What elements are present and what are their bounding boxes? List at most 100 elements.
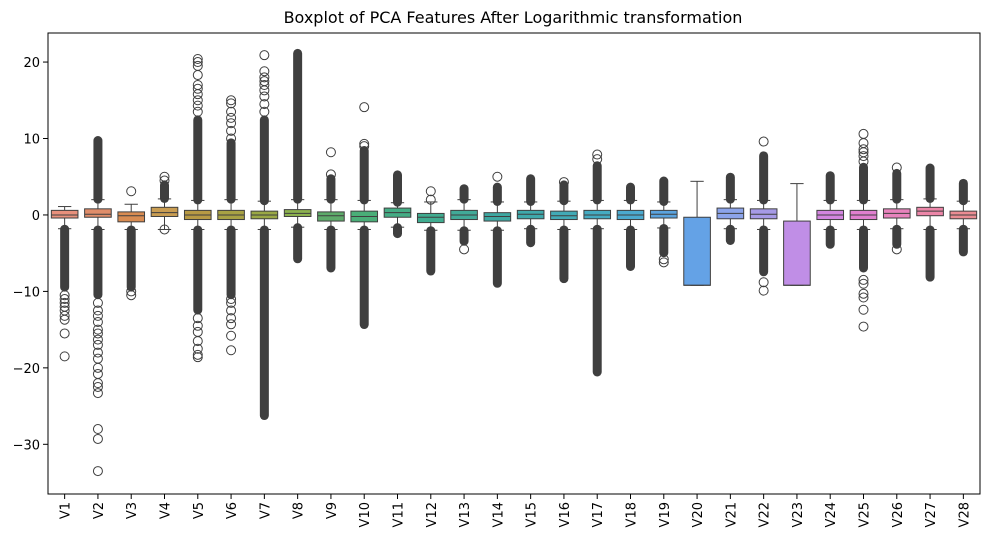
outlier-point	[226, 106, 237, 117]
outlier-band-high	[825, 171, 835, 205]
box-V21	[716, 172, 745, 245]
x-tick-label: V28	[957, 502, 972, 527]
x-tick-label: V4	[159, 502, 174, 519]
outlier-band-high	[859, 162, 868, 205]
y-tick-label: 10	[23, 133, 40, 148]
outlier-point	[226, 133, 237, 144]
outlier-point	[59, 290, 70, 301]
outlier-point	[558, 177, 569, 188]
box-V5	[183, 53, 212, 363]
y-tick-label: −10	[13, 285, 40, 300]
outlier-point	[592, 154, 603, 165]
box-V26	[882, 162, 911, 255]
outlier-band-low	[626, 225, 635, 271]
box-V7	[250, 50, 279, 421]
outlier-point	[658, 254, 669, 265]
outlier-point	[192, 100, 203, 111]
outlier-band-low	[559, 225, 569, 284]
outlier-band-high	[326, 174, 336, 204]
outlier-point	[92, 424, 103, 435]
outlier-band-low	[859, 225, 868, 273]
outlier-point	[226, 313, 237, 324]
outlier-band-low	[659, 223, 669, 258]
outlier-point	[159, 171, 170, 182]
outlier-point	[92, 310, 103, 321]
box-V24	[816, 171, 845, 249]
outlier-point	[192, 95, 203, 106]
outlier-point	[259, 85, 270, 96]
box-V25	[849, 128, 878, 332]
box-V22	[749, 136, 778, 296]
outlier-band-high	[492, 182, 502, 206]
outlier-point	[92, 339, 103, 350]
box-V18	[616, 182, 645, 271]
x-tick-label: V10	[358, 502, 373, 527]
outlier-point	[159, 175, 170, 186]
outlier-point	[59, 297, 70, 308]
box-iqr	[416, 212, 445, 224]
outlier-band-low	[259, 225, 269, 421]
outlier-band-high	[725, 172, 735, 204]
outlier-point	[758, 136, 769, 147]
outlier-point	[359, 102, 370, 113]
outlier-band-low	[359, 225, 369, 330]
box-V10	[350, 102, 379, 330]
outlier-point	[192, 349, 203, 360]
x-tick-label: V3	[125, 502, 140, 519]
outlier-point	[492, 171, 503, 182]
outlier-point	[192, 60, 203, 71]
outlier-point	[92, 297, 103, 308]
outlier-point	[192, 343, 203, 354]
box-V15	[516, 174, 545, 248]
outlier-point	[192, 57, 203, 68]
outlier-point	[425, 194, 436, 205]
outlier-band-low	[60, 224, 70, 292]
outlier-point	[226, 345, 237, 356]
outlier-point	[226, 305, 237, 316]
box-V13	[450, 184, 478, 255]
box-V9	[317, 147, 345, 273]
outlier-point	[92, 324, 103, 335]
x-tick-label: V17	[591, 502, 606, 527]
outlier-band-high	[925, 163, 935, 203]
outlier-band-low	[426, 226, 436, 276]
x-tick-label: V16	[558, 502, 573, 527]
outlier-band-low	[226, 225, 236, 300]
outlier-point	[192, 70, 203, 81]
x-axis: V1 V2 V3 V4 V5 V6 V7 V8 V9 V10 V11 V12 V13 V14 V15 V16 V…	[59, 494, 972, 527]
outlier-point	[858, 144, 869, 155]
box-V12	[416, 186, 445, 276]
outlier-band-high	[759, 151, 769, 205]
outlier-point	[192, 53, 203, 64]
outlier-point	[858, 288, 869, 299]
outlier-point	[92, 362, 103, 373]
outlier-band-high	[259, 115, 269, 206]
x-tick-label: V8	[292, 502, 307, 519]
outlier-point	[891, 162, 902, 173]
x-tick-label: V19	[658, 502, 673, 527]
outlier-band-high	[626, 182, 635, 205]
plot-area	[50, 48, 978, 477]
outlier-point	[192, 352, 203, 363]
outlier-point	[59, 294, 70, 305]
y-axis: 20 10 0 −10 −20 −30	[13, 56, 48, 453]
outlier-band-high	[559, 180, 569, 206]
outlier-point	[92, 433, 103, 444]
box-V28	[949, 178, 978, 257]
box-V8	[283, 48, 312, 264]
box-V17	[583, 149, 612, 377]
outlier-point	[59, 310, 70, 321]
outlier-point	[126, 286, 137, 297]
box-iqr	[783, 220, 811, 286]
outlier-point	[259, 79, 270, 90]
box-iqr	[84, 208, 112, 218]
outlier-band-low	[759, 225, 769, 277]
outlier-point	[192, 336, 203, 347]
outlier-point	[858, 304, 869, 315]
outlier-point	[359, 141, 370, 152]
x-tick-label: V12	[425, 502, 440, 527]
box-V2	[84, 136, 112, 477]
plot-frame	[47, 32, 981, 495]
outlier-point	[226, 112, 237, 123]
outlier-band-low	[293, 223, 303, 264]
